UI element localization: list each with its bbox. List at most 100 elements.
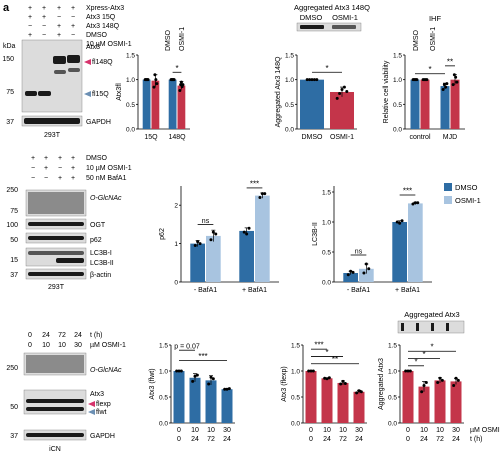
arrow-red-icon	[88, 401, 95, 407]
y-axis-label: LC3B-II	[312, 222, 319, 246]
sig-label: ***	[198, 352, 207, 361]
y-tick-label: 1.5	[291, 343, 300, 350]
bar	[408, 203, 423, 282]
sign: −	[57, 14, 61, 21]
data-point	[422, 384, 426, 388]
x-tick-label: 10	[191, 427, 199, 434]
data-point	[345, 90, 349, 94]
data-point	[395, 220, 399, 224]
blot-label: p62	[90, 237, 102, 244]
bar	[189, 377, 201, 423]
data-point	[196, 240, 200, 244]
data-point	[308, 78, 312, 82]
sign: −	[58, 165, 62, 172]
y-tick-label: 0.0	[393, 127, 402, 134]
sig-label: *	[414, 357, 417, 366]
legend-swatch	[444, 183, 452, 191]
data-point	[340, 88, 344, 92]
blot-label: fl148Q	[92, 59, 113, 66]
blot-label: β-actin	[90, 272, 111, 279]
time-label: 24	[42, 332, 50, 339]
legend-swatch	[444, 196, 452, 204]
data-point	[310, 78, 314, 82]
y-tick-label: 0.0	[291, 421, 300, 428]
blot-label: LC3B-II	[90, 260, 114, 267]
data-point	[454, 376, 458, 380]
condition-label: 50 nM BafA1	[86, 175, 127, 182]
x-tick-label: 72	[436, 436, 444, 443]
sig-label: ns	[202, 218, 210, 225]
sig-label: *	[422, 350, 425, 359]
data-point	[424, 380, 428, 384]
sign: +	[57, 23, 61, 30]
y-tick-label: 0.0	[126, 127, 135, 134]
data-point	[445, 82, 449, 86]
x-tick-label: 24	[191, 436, 199, 443]
data-point	[411, 202, 415, 206]
marker: 50	[10, 404, 18, 411]
sig-label: *	[325, 348, 328, 357]
sig-label: ***	[314, 341, 323, 350]
bar	[450, 79, 460, 129]
dose-label: 10	[42, 342, 50, 349]
cell-line-label: 293T	[44, 132, 61, 139]
chart: 0.0 0.5 1.0 1.5 Atx3 (flwt) 0 0 10 24 10 72 30 24 p =…	[149, 343, 235, 443]
bar	[353, 391, 365, 423]
data-point	[335, 96, 339, 100]
sign: −	[28, 23, 32, 30]
data-point	[415, 78, 419, 82]
dose-label: 30	[74, 342, 82, 349]
sign: −	[42, 23, 46, 30]
x-tick-label: 24	[355, 436, 363, 443]
data-point	[456, 378, 460, 382]
x-tick-label: 0	[406, 427, 410, 434]
y-tick-label: 1.5	[393, 53, 402, 60]
x-tick-label: 24	[323, 436, 331, 443]
data-point	[436, 380, 440, 384]
data-point	[315, 78, 319, 82]
blot-label: fl15Q	[92, 91, 109, 98]
sign: +	[44, 155, 48, 162]
arrow-red-icon	[84, 59, 91, 65]
x-tick-label: 30	[355, 427, 363, 434]
y-axis-label: Atx3 (flwt)	[149, 368, 156, 399]
data-point	[442, 83, 446, 87]
marker: 50	[10, 237, 18, 244]
y-tick-label: 0.0	[285, 127, 294, 134]
sig-label: *	[430, 343, 433, 352]
y-tick-label: 1.5	[322, 190, 331, 197]
data-point	[341, 379, 345, 383]
cell-line-label: iCN	[49, 446, 61, 453]
kda-label: kDa	[3, 43, 16, 50]
data-point	[364, 262, 368, 266]
sign: +	[57, 5, 61, 12]
data-point	[305, 78, 309, 82]
blot-a-atx3	[21, 39, 83, 113]
y-axis-label: Atx3fl	[116, 83, 123, 101]
y-tick-label: 1.5	[126, 53, 135, 60]
bar	[177, 85, 186, 129]
data-point	[357, 389, 361, 393]
data-point	[146, 78, 150, 82]
data-point	[349, 269, 353, 273]
sign: +	[71, 23, 75, 30]
chart: 0.0 0.5 1.0 1.5 Aggregated Atx3 0 0 10 24 10 72 30 2…	[378, 343, 500, 444]
data-point	[438, 376, 442, 380]
data-point	[413, 201, 417, 205]
y-axis-label: p62	[159, 228, 166, 240]
marker: 37	[10, 272, 18, 279]
y-tick-label: 0.5	[285, 102, 294, 109]
data-point	[209, 238, 213, 242]
y-tick-label: 0.5	[388, 395, 397, 402]
blot-label: flexp	[96, 401, 111, 408]
data-point	[260, 192, 264, 196]
sign: −	[71, 14, 75, 21]
data-point	[323, 376, 327, 380]
data-point	[404, 369, 408, 373]
y-tick-label: 0.5	[126, 102, 135, 109]
bar	[321, 378, 333, 423]
legend: DMSO OSMI-1	[444, 183, 481, 205]
y-tick-label: 0.5	[393, 102, 402, 109]
y-tick-label: 0.5	[159, 395, 168, 402]
